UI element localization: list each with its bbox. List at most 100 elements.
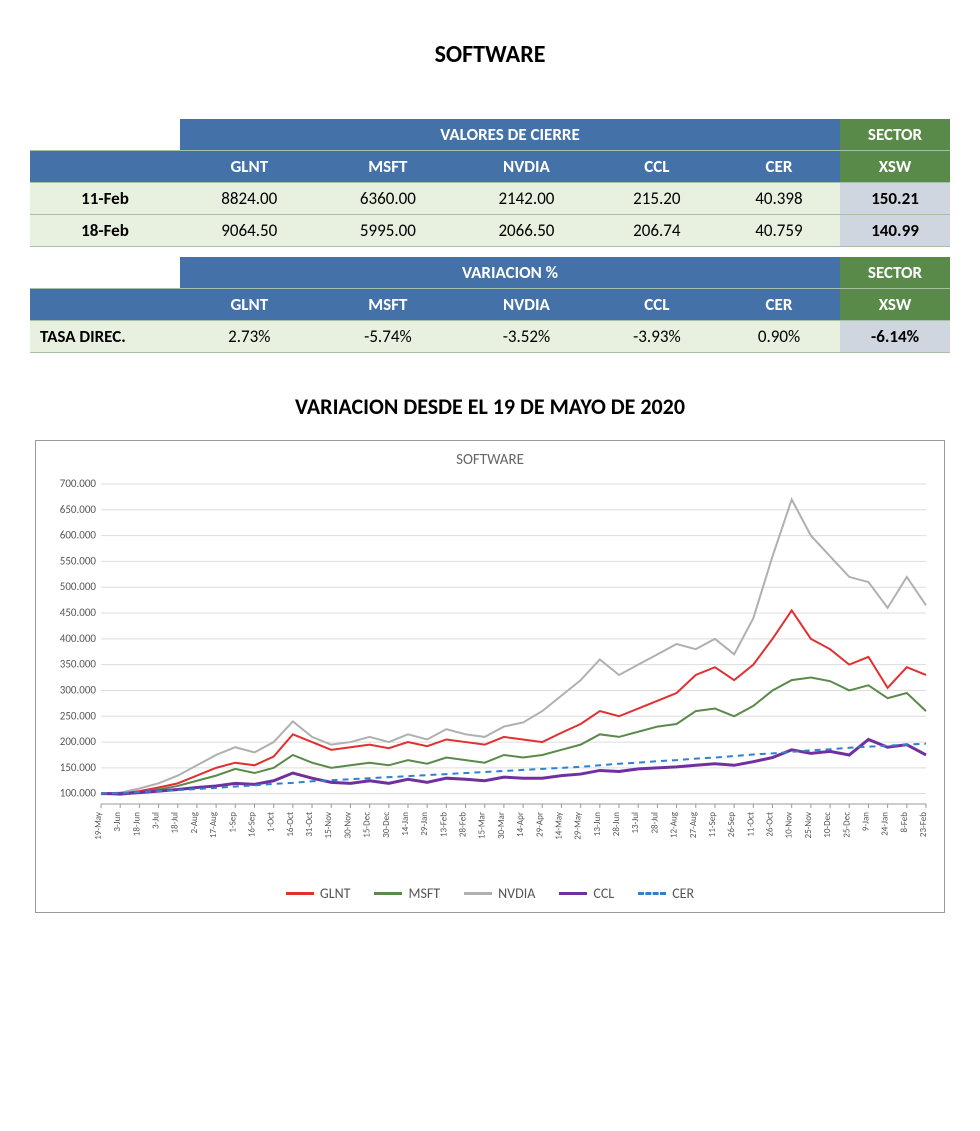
table-row: 11-Feb 8824.00 6360.00 2142.00 215.20 40… xyxy=(30,183,950,215)
sector-cell: 150.21 xyxy=(840,183,950,215)
svg-text:26-Oct: 26-Oct xyxy=(765,812,776,837)
svg-text:300.000: 300.000 xyxy=(60,683,97,696)
cell: 2066.50 xyxy=(457,215,596,247)
svg-text:30-Dec: 30-Dec xyxy=(381,812,392,838)
svg-text:30-Nov: 30-Nov xyxy=(342,812,353,838)
line-chart: 100.000150.000200.000250.000300.000350.0… xyxy=(46,474,936,874)
col-cer: CER xyxy=(718,151,840,183)
row-date: 18-Feb xyxy=(30,215,180,247)
svg-text:14-Jan: 14-Jan xyxy=(400,812,411,836)
svg-text:12-Aug: 12-Aug xyxy=(669,811,680,838)
svg-text:29-May: 29-May xyxy=(573,811,584,840)
col-blank xyxy=(30,151,180,183)
cell: 2.73% xyxy=(180,321,319,353)
svg-text:11-Oct: 11-Oct xyxy=(745,812,756,837)
col-xsw: XSW xyxy=(840,151,950,183)
svg-text:16-Sep: 16-Sep xyxy=(246,812,257,837)
svg-text:28-Jun: 28-Jun xyxy=(611,812,622,836)
chart-section-title: VARIACION DESDE EL 19 DE MAYO DE 2020 xyxy=(30,393,950,420)
closing-values-table: VALORES DE CIERRE SECTOR GLNT MSFT NVDIA… xyxy=(30,119,950,353)
svg-text:2-Aug: 2-Aug xyxy=(189,811,200,833)
col-glnt: GLNT xyxy=(180,289,319,321)
cell: 215.20 xyxy=(596,183,718,215)
svg-text:11-Sep: 11-Sep xyxy=(707,812,718,837)
svg-text:29-Apr: 29-Apr xyxy=(534,812,545,837)
svg-text:650.000: 650.000 xyxy=(60,503,97,516)
row-date: 11-Feb xyxy=(30,183,180,215)
sector-cell: 140.99 xyxy=(840,215,950,247)
svg-text:550.000: 550.000 xyxy=(60,554,97,567)
svg-text:25-Nov: 25-Nov xyxy=(803,812,814,838)
cell: 9064.50 xyxy=(180,215,319,247)
col-blank xyxy=(30,289,180,321)
svg-text:27-Aug: 27-Aug xyxy=(688,811,699,838)
svg-text:26-Sep: 26-Sep xyxy=(726,812,737,837)
cell: -3.93% xyxy=(596,321,718,353)
svg-text:600.000: 600.000 xyxy=(60,529,97,542)
svg-text:30-Mar: 30-Mar xyxy=(496,812,507,839)
svg-text:450.000: 450.000 xyxy=(60,606,97,619)
col-xsw: XSW xyxy=(840,289,950,321)
svg-text:1-Oct: 1-Oct xyxy=(266,812,277,832)
col-nvdia: NVDIA xyxy=(457,151,596,183)
svg-text:29-Jan: 29-Jan xyxy=(419,812,430,836)
chart-legend: GLNTMSFTNVDIACCLCER xyxy=(46,882,934,902)
svg-text:25-Dec: 25-Dec xyxy=(841,812,852,838)
svg-text:14-May: 14-May xyxy=(553,811,564,840)
cell: 40.759 xyxy=(718,215,840,247)
table-row: TASA DIREC. 2.73% -5.74% -3.52% -3.93% 0… xyxy=(30,321,950,353)
svg-text:19-May: 19-May xyxy=(93,811,104,840)
closing-header: VALORES DE CIERRE xyxy=(180,119,840,151)
col-msft: MSFT xyxy=(319,289,458,321)
col-glnt: GLNT xyxy=(180,151,319,183)
chart-container: SOFTWARE 100.000150.000200.000250.000300… xyxy=(35,440,945,913)
svg-text:400.000: 400.000 xyxy=(60,632,97,645)
col-ccl: CCL xyxy=(596,151,718,183)
blank-corner xyxy=(30,119,180,151)
svg-text:17-Aug: 17-Aug xyxy=(208,811,219,838)
variation-header: VARIACION % xyxy=(180,257,840,289)
svg-text:15-Nov: 15-Nov xyxy=(323,812,334,838)
sector-header: SECTOR xyxy=(840,257,950,289)
svg-text:10-Nov: 10-Nov xyxy=(784,812,795,838)
svg-text:14-Apr: 14-Apr xyxy=(515,812,526,837)
svg-text:150.000: 150.000 xyxy=(60,761,97,774)
svg-text:700.000: 700.000 xyxy=(60,477,97,490)
svg-text:10-Dec: 10-Dec xyxy=(822,812,833,838)
svg-text:13-Jun: 13-Jun xyxy=(592,812,603,836)
svg-text:15-Dec: 15-Dec xyxy=(362,812,373,838)
svg-text:18-Jul: 18-Jul xyxy=(170,812,181,834)
svg-text:250.000: 250.000 xyxy=(60,709,97,722)
cell: 40.398 xyxy=(718,183,840,215)
cell: 2142.00 xyxy=(457,183,596,215)
svg-text:200.000: 200.000 xyxy=(60,735,97,748)
blank-corner xyxy=(30,257,180,289)
svg-text:28-Jul: 28-Jul xyxy=(649,812,660,834)
table-row: 18-Feb 9064.50 5995.00 2066.50 206.74 40… xyxy=(30,215,950,247)
cell: 6360.00 xyxy=(319,183,458,215)
col-ccl: CCL xyxy=(596,289,718,321)
svg-text:500.000: 500.000 xyxy=(60,580,97,593)
sector-cell: -6.14% xyxy=(840,321,950,353)
cell: -3.52% xyxy=(457,321,596,353)
col-msft: MSFT xyxy=(319,151,458,183)
svg-text:3-Jun: 3-Jun xyxy=(112,812,123,832)
svg-text:31-Oct: 31-Oct xyxy=(304,812,315,837)
svg-text:100.000: 100.000 xyxy=(60,787,97,800)
cell: 8824.00 xyxy=(180,183,319,215)
svg-text:24-Jan: 24-Jan xyxy=(880,812,891,836)
cell: 5995.00 xyxy=(319,215,458,247)
svg-text:23-Feb: 23-Feb xyxy=(918,812,929,837)
svg-text:3-Jul: 3-Jul xyxy=(151,812,162,829)
cell: 206.74 xyxy=(596,215,718,247)
cell: -5.74% xyxy=(319,321,458,353)
svg-text:16-Oct: 16-Oct xyxy=(285,812,296,837)
row-label: TASA DIREC. xyxy=(30,321,180,353)
svg-text:13-Feb: 13-Feb xyxy=(438,812,449,837)
col-nvdia: NVDIA xyxy=(457,289,596,321)
col-cer: CER xyxy=(718,289,840,321)
svg-text:15-Mar: 15-Mar xyxy=(477,812,488,839)
svg-text:9-Jan: 9-Jan xyxy=(860,812,871,831)
svg-text:18-Jun: 18-Jun xyxy=(131,812,142,836)
sector-header: SECTOR xyxy=(840,119,950,151)
